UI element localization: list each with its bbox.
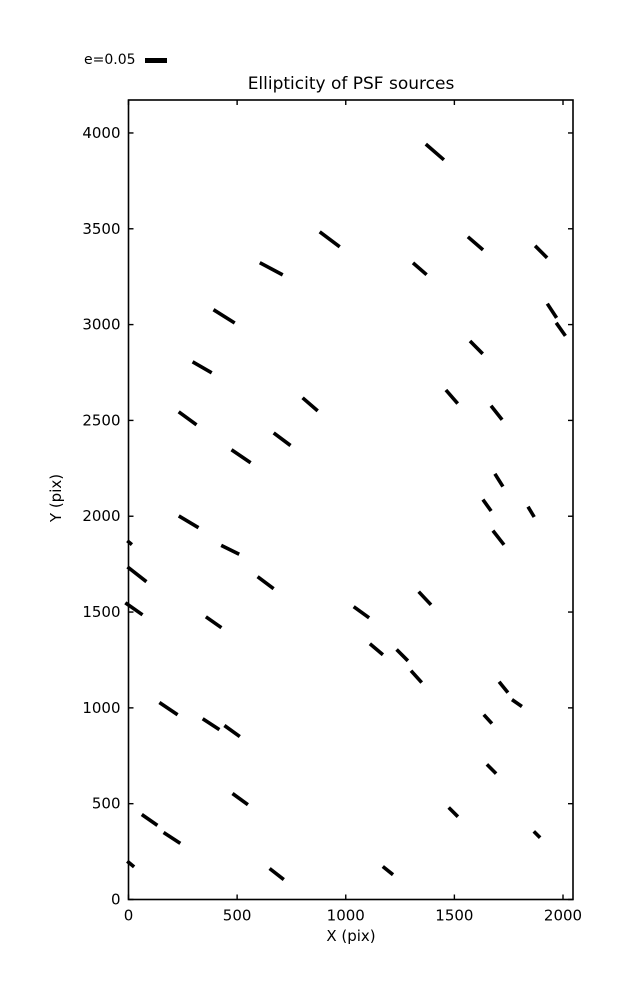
psf-ellipticity-segment — [554, 321, 567, 337]
y-tick-label: 0 — [111, 891, 121, 909]
psf-ellipticity-segment — [318, 230, 341, 249]
y-tick-label: 1500 — [82, 603, 120, 621]
psf-ellipticity-segment — [212, 308, 236, 325]
psf-ellipticity-segment — [231, 792, 249, 807]
psf-ellipticity-segment — [482, 713, 494, 725]
y-tick-label: 500 — [92, 795, 121, 813]
psf-ellipticity-segment — [466, 235, 485, 252]
y-tick-label: 3000 — [82, 316, 120, 334]
psf-ellipticity-segment — [272, 431, 292, 447]
psf-ellipticity-segment — [510, 698, 523, 708]
psf-ellipticity-segment — [158, 701, 179, 717]
psf-ellipticity-segment — [368, 642, 385, 657]
x-tick-label: 1000 — [327, 907, 365, 925]
x-tick-label: 0 — [124, 907, 134, 925]
legend: e=0.05 — [84, 51, 167, 69]
psf-ellipticity-segment — [352, 605, 371, 620]
psf-ellipticity-segment — [532, 830, 542, 839]
psf-ellipticity-segment — [381, 865, 395, 877]
y-tick-label: 4000 — [82, 124, 120, 142]
psf-ellipticity-segment — [485, 763, 498, 775]
psf-ellipticity-segment — [258, 261, 284, 277]
y-tick-label: 3500 — [82, 220, 120, 238]
psf-ellipticity-segment — [268, 867, 285, 882]
psf-ellipticity-segment — [220, 543, 240, 556]
x-tick-label: 2000 — [544, 907, 582, 925]
psf-ellipticity-segment — [424, 142, 446, 162]
psf-ellipticity-segment — [201, 717, 221, 732]
psf-ellipticity-segment — [468, 339, 484, 356]
psf-ellipticity-segment — [223, 724, 241, 739]
x-axis-label: X (pix) — [326, 927, 376, 945]
psf-ellipticity-segment — [409, 669, 424, 684]
legend-line-marker-icon — [144, 57, 167, 63]
psf-ellipticity-segment — [177, 514, 200, 530]
psf-ellipticity-segment — [545, 302, 559, 319]
x-tick-label: 500 — [223, 907, 252, 925]
psf-ellipticity-segment — [491, 529, 506, 546]
psf-ellipticity-segment — [481, 498, 493, 513]
y-axis-label: Y (pix) — [47, 473, 65, 523]
psf-ellipticity-segment — [533, 244, 549, 260]
psf-ellipticity-segment — [256, 575, 275, 591]
psf-ellipticity-segment — [230, 448, 252, 465]
psf-ellipticity-segment — [126, 565, 148, 584]
psf-ellipticity-segment — [395, 648, 410, 663]
psf-ellipticity-segment — [301, 396, 319, 413]
chart-title: Ellipticity of PSF sources — [247, 74, 455, 94]
psf-ellipticity-segment — [204, 615, 223, 630]
psf-ellipticity-segment — [140, 813, 159, 827]
psf-ellipticity-segment — [444, 388, 460, 405]
y-tick-label: 1000 — [82, 699, 120, 717]
psf-ellipticity-segment — [526, 505, 536, 518]
x-tick-label: 1500 — [435, 907, 473, 925]
psf-ellipticity-segment — [177, 410, 198, 427]
psf-ellipticity-segment — [447, 806, 460, 818]
y-tick-label: 2000 — [82, 507, 120, 525]
legend-label: e=0.05 — [84, 52, 136, 68]
axes-frame — [127, 99, 574, 901]
psf-ellipticity-segment — [489, 404, 504, 421]
psf-ellipticity-segment — [411, 261, 428, 277]
psf-ellipticity-segment — [497, 680, 510, 694]
psf-ellipticity-segment — [162, 830, 182, 845]
y-tick-label: 2500 — [82, 411, 120, 429]
psf-ellipticity-segment — [417, 590, 433, 607]
psf-ellipticity-segment — [493, 472, 505, 488]
psf-ellipticity-segment — [191, 360, 213, 375]
